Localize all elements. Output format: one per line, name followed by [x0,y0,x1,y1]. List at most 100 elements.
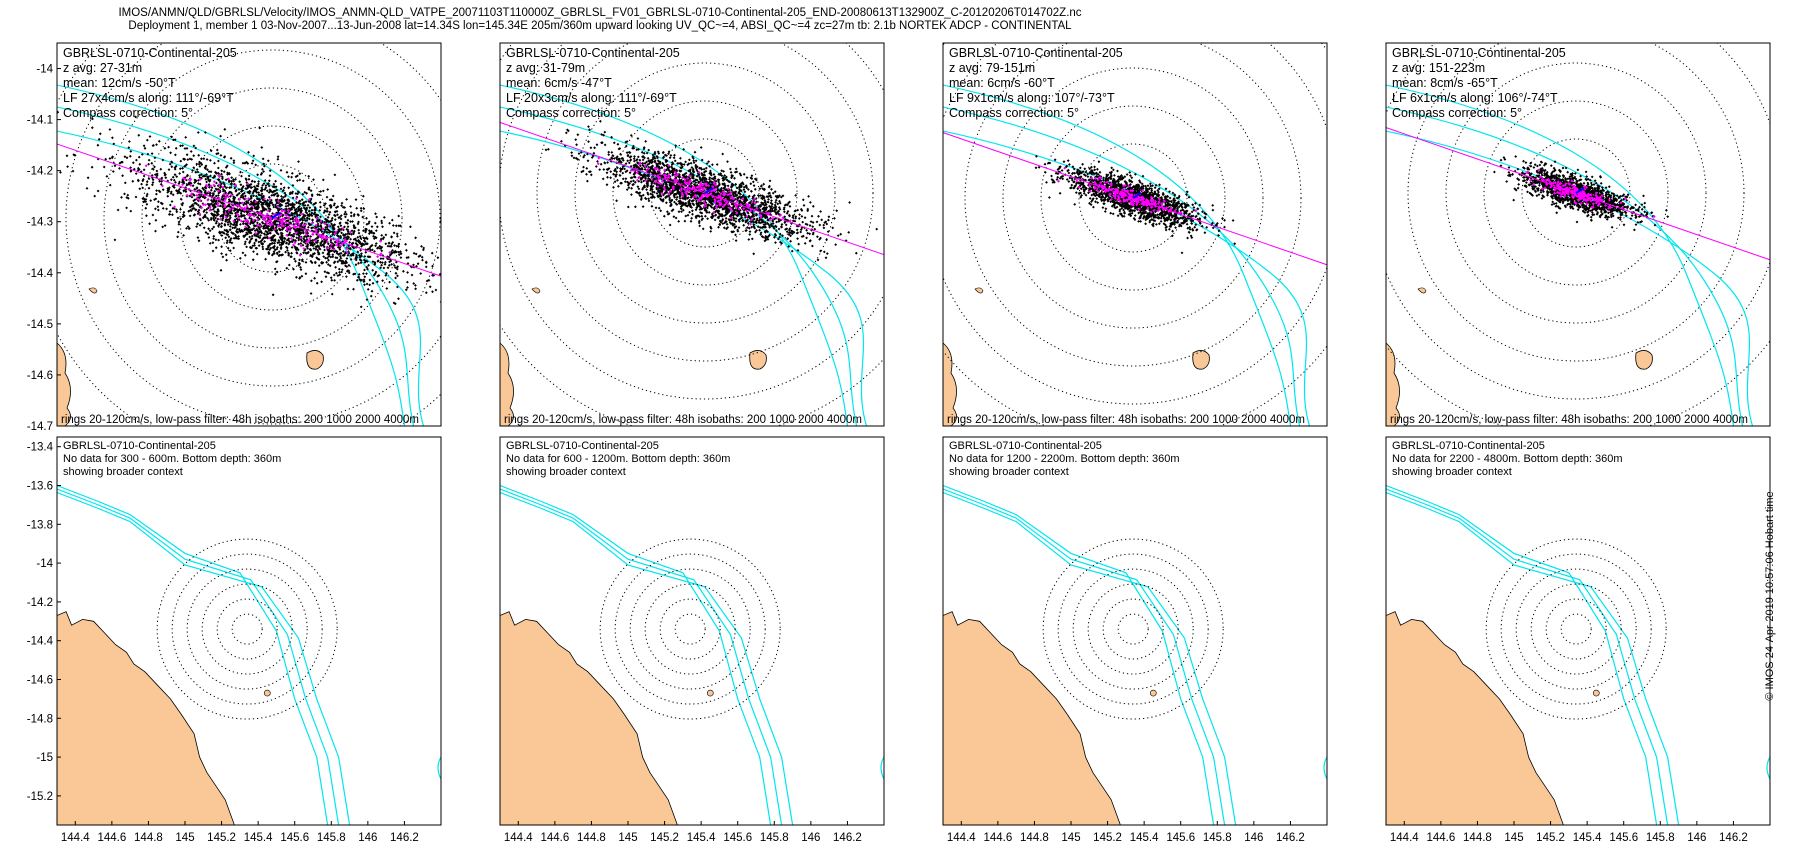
x-tick-label: 145.8 [317,832,346,844]
top-plot-area-1 [57,43,441,426]
speed-ring [1102,598,1164,660]
mainland [57,611,235,825]
lowpass-points [596,156,792,226]
x-tick-label: 145.2 [1536,832,1565,844]
lowpass-points [144,164,392,259]
panel-info-text: GBRLSL-0710-Continental-205 [949,440,1102,452]
x-tick-label: 145.2 [1093,832,1122,844]
speed-ring [644,583,736,675]
y-tick-label: -14.5 [27,319,53,331]
speed-ring [1386,43,1770,400]
isobath-line [1323,756,1327,780]
y-tick-label: -14.7 [27,421,53,433]
island [1149,689,1157,697]
isobath-line [57,84,406,426]
panel-info-text: No data for 300 - 600m. Bottom depth: 36… [63,453,281,465]
y-tick-label: -15.2 [27,791,53,803]
x-tick-label: 145.4 [244,832,273,844]
panel-info-text: GBRLSL-0710-Continental-205 [1392,46,1566,60]
panel-info-text: Compass correction: 5° [949,106,1079,120]
speed-ring [231,613,263,645]
x-tick-label: 144.8 [1463,832,1492,844]
y-tick-label: -14.6 [27,370,53,382]
y-tick-label: -14.1 [27,115,53,127]
speed-ring [1445,62,1707,324]
y-tick-label: -14.6 [27,675,53,687]
x-tick-label: 144.4 [947,832,976,844]
speed-ring [1117,613,1149,645]
x-tick-label: 145.6 [1609,832,1638,844]
isobath-line [1766,756,1770,780]
panel-info-text: LF 20x3cm/s along: 111°/-69°T [506,91,677,105]
isobath-line [500,106,858,426]
land-patch [943,342,957,426]
velocity-points [57,110,441,309]
axes-frame [499,42,885,427]
isobath-line [943,491,1237,825]
speed-ring [201,583,293,675]
x-tick-label: 146 [358,832,377,844]
panel-info-text: mean: 12cm/s -50°T [63,76,176,90]
isobath-line [943,484,1215,825]
panel-info-text: Compass correction: 5° [1392,106,1522,120]
x-tick-label: 144.4 [61,832,90,844]
y-tick-label: -13.6 [27,481,53,493]
y-tick-label: -13.8 [27,519,53,531]
top-plot-area-4 [1386,43,1770,426]
isobath-line [880,756,884,780]
panel-info-text: No data for 600 - 1200m. Bottom depth: 3… [506,453,730,465]
x-tick-label: 145 [1061,832,1080,844]
velocity-points [1034,154,1237,255]
speed-ring [179,125,365,311]
top-plot-area-3 [943,43,1327,426]
y-tick-label: -14 [36,64,53,76]
mainland [1386,611,1564,825]
panel-info-text: Compass correction: 5° [506,106,636,120]
x-tick-label: 144.8 [1020,832,1049,844]
land-patch [1386,342,1400,426]
lowpass-points [1525,168,1656,218]
speed-ring [103,49,441,387]
speed-ring [65,43,441,425]
y-tick-label: -14.2 [27,597,53,609]
reef-patch [1417,287,1427,294]
x-tick-label: 146 [1687,832,1706,844]
x-tick-label: 145.6 [723,832,752,844]
isobath-line [943,84,1292,426]
isobath-line [437,756,441,780]
x-tick-label: 145 [618,832,637,844]
speed-ring [1500,553,1652,705]
panel-info-text: showing broader context [949,466,1069,478]
mean-vector [1575,187,1585,194]
speed-ring [612,100,798,286]
x-tick-label: 145.4 [1130,832,1159,844]
isobath-line [1386,84,1735,426]
bottom-plot-area-1 [57,484,441,825]
panel-info-text: GBRLSL-0710-Continental-205 [63,440,216,452]
speed-ring [964,43,1302,367]
speed-ring [659,598,721,660]
y-tick-label: -14.8 [27,713,53,725]
panel-info-text: GBRLSL-0710-Continental-205 [506,440,659,452]
panel-info-text: z avg: 79-151m [949,61,1035,75]
panel-info-text: mean: 6cm/s -60°T [949,76,1055,90]
speed-ring [500,43,884,400]
speed-ring [216,598,278,660]
x-tick-label: 146.2 [1719,832,1748,844]
x-tick-label: 146 [801,832,820,844]
figure-title-line1: IMOS/ANMN/QLD/GBRLSL/Velocity/IMOS_ANMN-… [118,7,1082,19]
y-tick-label: -14.3 [27,217,53,229]
panel-info-text: showing broader context [506,466,626,478]
panel-footer-text: rings 20-120cm/s, low-pass filter: 48h i… [61,414,419,426]
speed-ring [171,553,323,705]
reef-patch [749,350,767,370]
speed-ring [1087,583,1179,675]
speed-ring [943,43,1327,405]
x-tick-label: 144.6 [983,832,1012,844]
panel-info-text: LF 9x1cm/s along: 107°/-73°T [949,91,1115,105]
x-tick-label: 145.4 [687,832,716,844]
speed-ring [1040,105,1226,291]
speed-ring [614,553,766,705]
